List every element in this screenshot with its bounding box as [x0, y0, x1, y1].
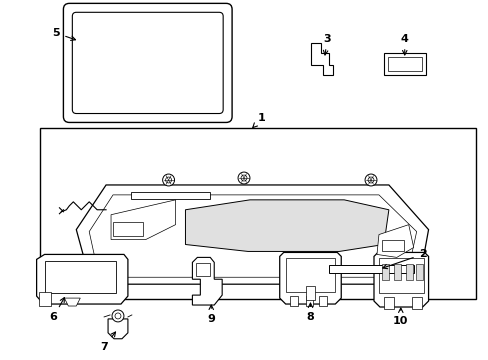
Bar	[415, 264, 422, 280]
Text: 6: 6	[49, 298, 64, 322]
Polygon shape	[192, 257, 222, 305]
FancyBboxPatch shape	[63, 3, 232, 122]
Polygon shape	[37, 255, 128, 304]
Text: 1: 1	[252, 113, 265, 127]
Bar	[289, 296, 297, 306]
Bar	[411, 297, 421, 309]
Polygon shape	[64, 298, 80, 306]
Circle shape	[165, 177, 171, 183]
Polygon shape	[89, 195, 416, 277]
Circle shape	[365, 174, 376, 186]
Bar	[319, 296, 326, 306]
Bar	[383, 297, 393, 309]
Bar	[305, 296, 313, 306]
Text: 5: 5	[53, 28, 75, 40]
Circle shape	[163, 174, 174, 186]
Text: 4: 4	[400, 34, 408, 55]
Bar	[405, 264, 412, 280]
Text: 7: 7	[100, 332, 115, 352]
Polygon shape	[311, 43, 333, 75]
Text: 2: 2	[382, 249, 426, 269]
Polygon shape	[111, 200, 175, 239]
Text: 9: 9	[207, 305, 215, 324]
Bar	[131, 192, 210, 199]
Bar	[381, 264, 388, 280]
Bar	[40, 129, 475, 299]
Circle shape	[238, 172, 249, 184]
Polygon shape	[76, 185, 427, 284]
Text: 8: 8	[306, 303, 314, 322]
Circle shape	[112, 310, 123, 322]
Text: 10: 10	[392, 308, 407, 326]
Bar	[393, 264, 400, 280]
Polygon shape	[373, 252, 427, 307]
Polygon shape	[185, 200, 388, 251]
Bar	[305, 286, 315, 300]
Bar	[383, 53, 425, 75]
Bar	[378, 258, 423, 293]
Bar	[44, 261, 116, 293]
Polygon shape	[376, 225, 413, 257]
Bar	[328, 265, 413, 273]
Polygon shape	[108, 319, 128, 339]
Bar	[113, 222, 142, 235]
Bar	[285, 258, 335, 292]
FancyBboxPatch shape	[72, 12, 223, 113]
Bar	[196, 264, 210, 276]
Circle shape	[115, 313, 121, 319]
Bar	[381, 239, 403, 251]
Text: 3: 3	[323, 34, 330, 55]
Bar	[39, 292, 50, 306]
Circle shape	[367, 177, 373, 183]
Circle shape	[241, 175, 246, 181]
Bar	[387, 57, 421, 71]
Polygon shape	[279, 252, 341, 304]
